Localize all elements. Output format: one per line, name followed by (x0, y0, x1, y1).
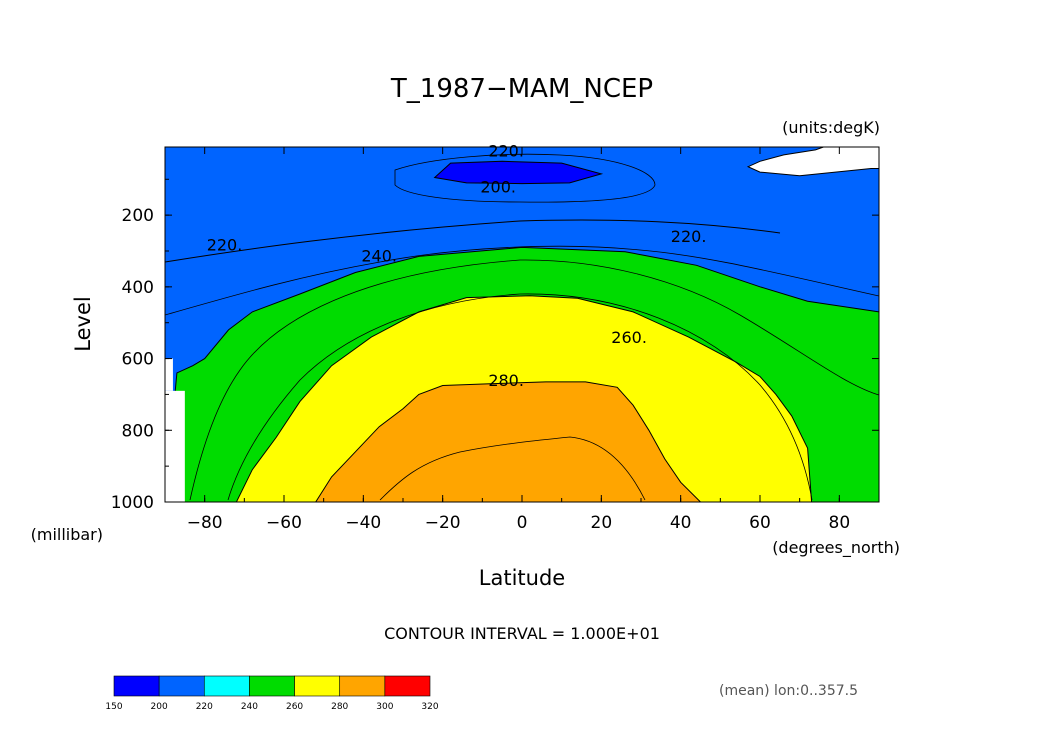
x-axis: −80 −60 −40 −20 0 20 40 60 80 (164, 147, 880, 533)
colorbar-swatch (158, 675, 205, 697)
x-tick-label: −60 (266, 513, 302, 533)
y-tick-label: 800 (122, 421, 154, 441)
x-tick-label: 80 (829, 513, 851, 533)
y-axis-label: Level (71, 296, 95, 351)
filled-region-280-300 (315, 381, 702, 502)
x-tick-label: −20 (425, 513, 461, 533)
filled-region-150-200 (433, 160, 604, 185)
plot-area (165, 147, 879, 502)
colorbar-swatch (339, 675, 386, 697)
chart-title: T_1987−MAM_NCEP (390, 74, 653, 104)
missing-data-region (165, 390, 185, 502)
y-tick-label: 600 (122, 350, 154, 370)
x-axis-label: Latitude (479, 566, 565, 590)
contour-label: 260. (611, 328, 647, 347)
contour-label: 220. (488, 142, 524, 161)
footnote: (mean) lon:0..357.5 (719, 683, 858, 699)
x-tick-label: 0 (517, 513, 528, 533)
x-tick-label: 20 (591, 513, 613, 533)
colorbar (113, 675, 431, 697)
colorbar-swatch (249, 675, 295, 697)
colorbar-tick-label: 320 (421, 702, 438, 712)
colorbar-swatch (203, 675, 250, 697)
colorbar-tick-label: 280 (331, 702, 348, 712)
colorbar-labels: 150 200 220 240 260 280 300 320 (105, 702, 438, 712)
colorbar-tick-label: 240 (241, 702, 258, 712)
colorbar-swatch (384, 675, 431, 697)
x-tick-label: 60 (749, 513, 771, 533)
contour-label: 240. (361, 246, 397, 265)
colorbar-swatch (294, 675, 341, 697)
contour-label: 200. (480, 177, 516, 196)
y-tick-label: 200 (122, 206, 154, 226)
y-axis: 200 400 600 800 1000 (111, 178, 879, 513)
contour-lines (165, 153, 879, 501)
y-tick-label: 1000 (111, 493, 154, 513)
y-units-label: (millibar) (31, 525, 103, 544)
contour-label: 220. (671, 227, 707, 246)
units-label: (units:degK) (782, 118, 880, 137)
x-tick-label: −40 (345, 513, 381, 533)
contour-interval-text: CONTOUR INTERVAL = 1.000E+01 (384, 624, 660, 643)
contour-label: 220. (207, 236, 243, 255)
x-tick-label: 40 (670, 513, 692, 533)
colorbar-tick-label: 300 (376, 702, 393, 712)
y-tick-label: 400 (122, 278, 154, 298)
colorbar-swatch (113, 675, 160, 697)
colorbar-tick-label: 200 (151, 702, 168, 712)
colorbar-tick-label: 220 (196, 702, 213, 712)
contour-label-group: 220. 200. 220. 220. 240. 260. 280. (207, 142, 707, 390)
contour-label: 280. (488, 371, 524, 390)
missing-data-region (165, 358, 173, 391)
colorbar-tick-label: 260 (286, 702, 303, 712)
x-tick-label: −80 (187, 513, 223, 533)
colorbar-tick-label: 150 (105, 702, 122, 712)
x-units-label: (degrees_north) (772, 538, 900, 558)
